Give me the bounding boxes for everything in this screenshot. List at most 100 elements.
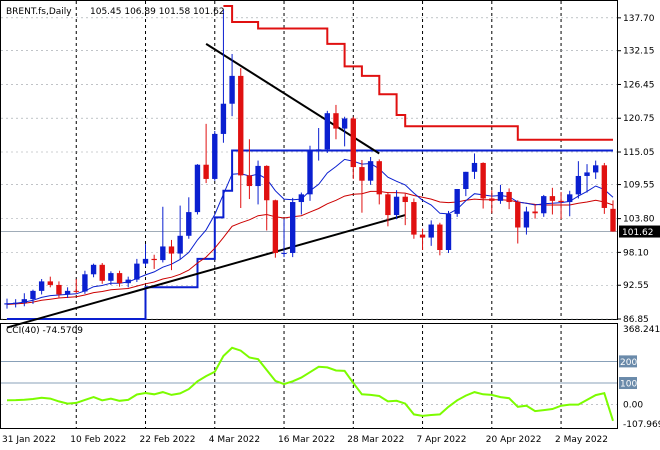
candle-body — [168, 246, 175, 254]
cci-tick-label: 0.00 — [623, 401, 643, 411]
candle-body — [419, 234, 426, 238]
candle-body — [393, 196, 400, 216]
candle-body — [315, 149, 322, 151]
candle-body — [523, 211, 530, 228]
candle-body — [350, 118, 356, 168]
x-tick-label: 22 Feb 2022 — [140, 435, 196, 445]
cci-panel — [1, 346, 617, 422]
candle-body — [246, 175, 253, 187]
candle-body — [177, 235, 183, 254]
grid — [0, 0, 618, 429]
candle-body — [515, 202, 521, 228]
x-tick-label: 4 Mar 2022 — [209, 435, 260, 445]
candle-body — [47, 281, 53, 285]
chart-title: BRENT.fs,Daily — [6, 7, 72, 17]
candle-body — [532, 211, 538, 214]
candle-body — [142, 258, 149, 264]
candle-body — [402, 196, 408, 203]
candle-body — [194, 164, 201, 213]
x-tick-label: 31 Jan 2022 — [2, 435, 56, 445]
candle-body — [376, 161, 382, 195]
y-tick-label: 137.70 — [623, 14, 655, 24]
candle-body — [38, 281, 45, 291]
cci-panel-frame — [0, 323, 618, 429]
candle-body — [437, 224, 443, 251]
y-tick-label: 92.55 — [623, 281, 649, 291]
candle-body — [212, 133, 218, 179]
x-tick-label: 16 Mar 2022 — [278, 435, 335, 445]
candle-body — [593, 165, 599, 173]
current-price-label: 101.62 — [622, 228, 654, 238]
candle-body — [151, 258, 157, 261]
candle-body — [341, 118, 348, 129]
candle-body — [359, 167, 365, 181]
candle-body — [567, 194, 573, 203]
candle-body — [12, 302, 19, 304]
candle-body — [272, 200, 279, 253]
main-panel-frame — [0, 0, 618, 320]
x-tick-label: 28 Mar 2022 — [347, 435, 404, 445]
ohlc-readout: 105.45 106.89 101.58 101.62 — [90, 7, 225, 17]
tenkan-line — [7, 149, 613, 320]
candle-body — [238, 75, 244, 176]
candle-body — [454, 189, 460, 214]
cci-tick-label: 100 — [620, 380, 637, 390]
candle-body — [108, 273, 114, 281]
trendline — [6, 214, 406, 329]
candle-body — [125, 279, 131, 284]
trendline — [205, 43, 380, 155]
candle-body — [367, 161, 374, 181]
candle-body — [489, 198, 495, 201]
candle-body — [333, 113, 339, 129]
slow-ma-line — [6, 190, 614, 305]
candle-body — [281, 252, 287, 254]
candles — [4, 9, 616, 309]
candle-body — [298, 194, 305, 203]
candle-body — [64, 290, 71, 295]
y-tick-label: 115.05 — [623, 148, 655, 158]
candle-body — [220, 103, 227, 134]
y-tick-label: 98.10 — [623, 248, 649, 258]
candle-body — [541, 196, 547, 214]
x-tick-label: 20 Apr 2022 — [486, 435, 542, 445]
cci-tick-label: -107.969 — [623, 420, 660, 430]
y-tick-label: 126.45 — [623, 80, 655, 90]
candle-body — [445, 213, 452, 251]
candle-body — [290, 202, 296, 253]
candle-body — [99, 264, 105, 281]
candle-body — [428, 224, 434, 238]
candle-body — [601, 165, 608, 208]
y-tick-label: 86.85 — [623, 315, 649, 325]
candle-body — [385, 194, 391, 216]
candle-body — [463, 171, 469, 190]
candle-body — [255, 165, 261, 187]
candle-body — [471, 162, 478, 172]
candle-body — [186, 212, 192, 236]
candle-body — [411, 202, 417, 235]
x-tick-label: 7 Apr 2022 — [417, 435, 467, 445]
cci-line — [6, 346, 614, 422]
cci-tick-label: 368.2416 — [623, 325, 660, 335]
x-tick-label: 10 Feb 2022 — [70, 435, 126, 445]
candle-body — [4, 303, 10, 305]
candle-body — [30, 290, 36, 300]
candle-body — [90, 264, 97, 275]
cci-title: CCI(40) -74.5709 — [6, 326, 83, 336]
y-tick-label: 103.80 — [623, 215, 655, 225]
candle-body — [56, 284, 62, 295]
candle-body — [324, 113, 330, 150]
cci-level-tag — [619, 377, 637, 390]
cci-tick-label: 200 — [620, 358, 637, 368]
candle-body — [610, 208, 616, 232]
y-tick-label: 132.15 — [623, 47, 655, 57]
candle-body — [264, 165, 270, 201]
candle-body — [134, 263, 140, 280]
cci-level-tag — [619, 355, 637, 368]
candle-body — [203, 164, 209, 179]
candle-body — [229, 75, 235, 104]
candle-body — [584, 172, 590, 176]
candle-body — [82, 274, 88, 292]
candle-body — [558, 200, 564, 203]
